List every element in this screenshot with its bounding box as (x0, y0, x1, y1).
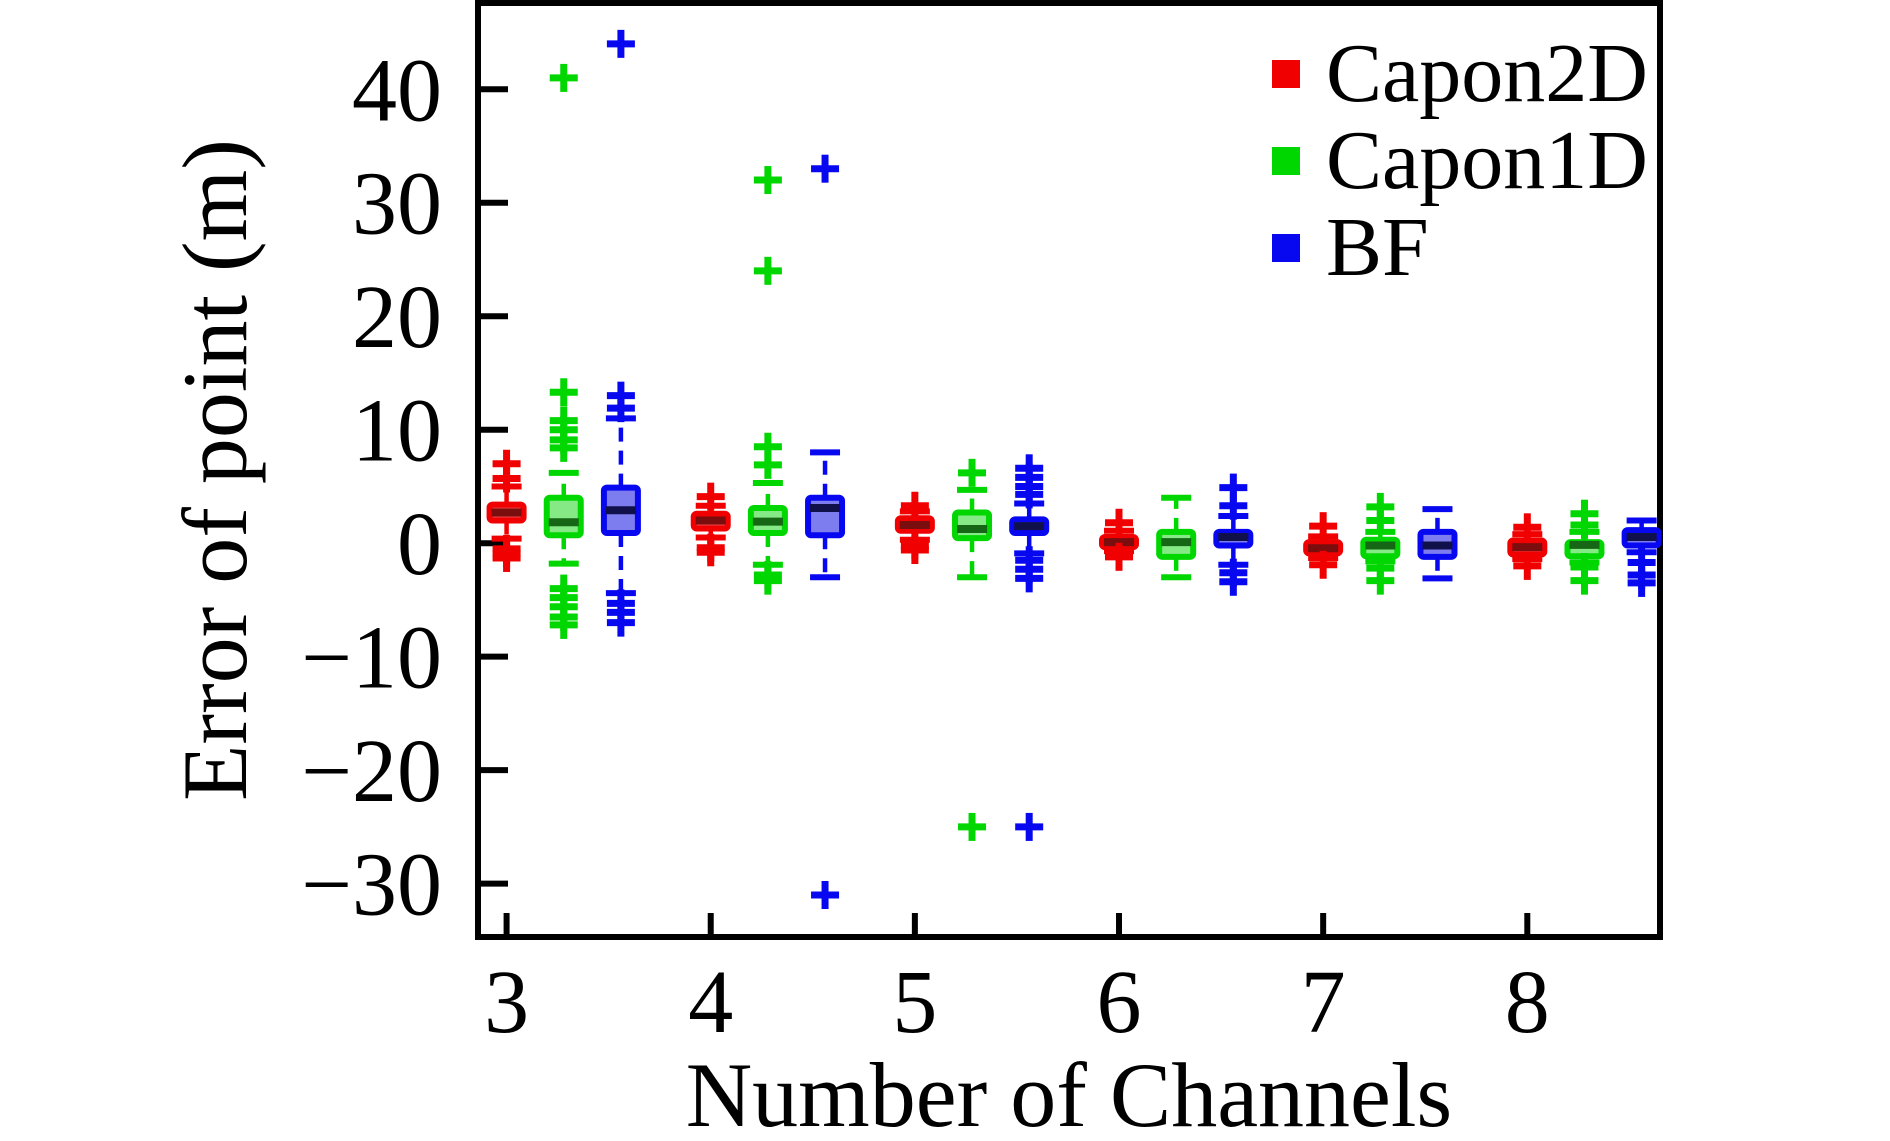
box-group-capon2d-ch5 (894, 491, 935, 565)
y-axis-title: Error of point (m) (164, 139, 266, 801)
outlier-marker (549, 63, 578, 92)
outlier-marker (958, 812, 987, 841)
box-group-capon1d-ch6 (1156, 494, 1197, 581)
outlier-marker (549, 406, 578, 435)
x-tick-label: 6 (1097, 953, 1142, 1052)
box-group-bf-ch4 (805, 154, 846, 910)
box-group-capon1d-ch5 (952, 458, 993, 841)
outlier-marker (1627, 568, 1656, 597)
outlier-marker (1570, 499, 1599, 528)
box-group-capon2d-ch7 (1303, 512, 1344, 579)
outlier-marker (1309, 512, 1338, 541)
outlier-marker (1513, 513, 1542, 542)
legend: Capon2D Capon1D BF (1272, 30, 1648, 291)
y-tick-label: 0 (397, 495, 442, 594)
box-group-capon1d-ch7 (1360, 492, 1401, 595)
box-group-capon1d-ch4 (747, 166, 788, 595)
box-group-bf-ch7 (1417, 506, 1458, 582)
y-tick-label: −10 (301, 609, 442, 708)
outlier-marker (753, 256, 782, 285)
outlier-marker (1015, 812, 1044, 841)
box-group-bf-ch5 (1009, 454, 1050, 841)
legend-entry: BF (1272, 204, 1648, 291)
y-tick-label: 40 (352, 41, 442, 140)
outlier-marker (606, 608, 635, 637)
outlier-marker (1219, 567, 1248, 596)
y-tick-label: −20 (301, 722, 442, 821)
outlier-marker (1105, 508, 1134, 537)
outlier-marker (1015, 564, 1044, 593)
box-group-bf-ch3 (600, 29, 641, 637)
y-tick-label: −30 (301, 836, 442, 935)
box-group-bf-ch8 (1621, 517, 1662, 597)
legend-swatch-capon1d (1272, 146, 1300, 175)
outlier-marker (549, 378, 578, 407)
outlier-marker (1366, 566, 1395, 595)
x-tick-label: 8 (1505, 953, 1550, 1052)
box-group-capon2d-ch4 (690, 482, 731, 567)
box-group-capon2d-ch8 (1507, 513, 1548, 580)
legend-swatch-capon2d (1272, 59, 1300, 88)
y-tick-label: 20 (352, 268, 442, 367)
x-tick-label: 7 (1301, 953, 1346, 1052)
x-tick-label: 3 (484, 953, 529, 1052)
box (805, 494, 846, 539)
legend-entry: Capon1D (1272, 117, 1648, 204)
outlier-marker (549, 610, 578, 639)
legend-label: Capon1D (1326, 114, 1648, 207)
outlier-marker (1309, 550, 1338, 579)
outlier-marker (811, 154, 840, 183)
legend-label: Capon2D (1326, 27, 1648, 120)
outlier-marker (958, 458, 987, 487)
x-tick-label: 5 (892, 953, 937, 1052)
box (543, 494, 584, 539)
outlier-marker (753, 432, 782, 461)
outlier-marker (1366, 492, 1395, 521)
box-group-capon2d-ch3 (486, 449, 527, 572)
outlier-marker (1513, 551, 1542, 580)
outlier-marker (753, 166, 782, 195)
plot-border (475, 0, 1663, 940)
outlier-marker (1570, 566, 1599, 595)
y-tick-label: 30 (352, 155, 442, 254)
outlier-marker (492, 543, 521, 572)
outlier-marker (696, 538, 725, 567)
y-tick-label: 10 (352, 382, 442, 481)
x-tick-label: 4 (688, 953, 733, 1052)
legend-label: BF (1326, 201, 1429, 294)
outlier-marker (492, 449, 521, 478)
outlier-marker (696, 482, 725, 511)
box-group-capon1d-ch3 (543, 63, 584, 639)
outlier-marker (811, 881, 840, 910)
box-group-bf-ch6 (1213, 473, 1254, 596)
outlier-marker (1015, 454, 1044, 483)
box-group-capon2d-ch6 (1099, 508, 1140, 571)
legend-entry: Capon2D (1272, 30, 1648, 117)
outlier-marker (1105, 542, 1134, 571)
outlier-marker (753, 566, 782, 595)
x-axis-title: Number of Channels (685, 1044, 1453, 1141)
outlier-marker (606, 381, 635, 410)
outlier-marker (900, 536, 929, 565)
box-group-capon1d-ch8 (1564, 499, 1605, 595)
outlier-marker (606, 29, 635, 58)
outlier-marker (900, 491, 929, 520)
legend-swatch-bf (1272, 233, 1300, 262)
outlier-marker (1219, 473, 1248, 502)
